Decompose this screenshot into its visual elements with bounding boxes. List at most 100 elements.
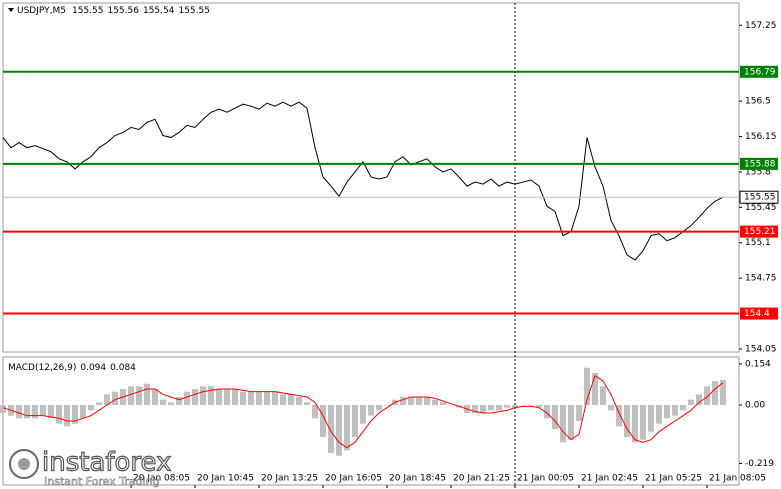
histogram-bar: [288, 394, 294, 405]
histogram-bar: [672, 405, 678, 416]
histogram-bar: [600, 386, 606, 405]
open: 155.55: [72, 6, 104, 16]
histogram-bar: [384, 405, 390, 406]
level-label: 154.4: [744, 309, 770, 319]
histogram-bar: [24, 405, 30, 419]
histogram-bar: [536, 405, 542, 408]
last-price-box: [739, 190, 779, 204]
histogram-bar: [592, 373, 598, 405]
histogram-bar: [416, 397, 422, 405]
level-label-box: [740, 307, 778, 320]
y-tick-label: 154.05: [745, 344, 777, 354]
level-label: 155.88: [744, 159, 776, 169]
y-tick-label: 0.154: [745, 359, 771, 369]
histogram-bar: [408, 397, 414, 405]
histogram-bar: [312, 405, 318, 419]
y-tick-label: 155.8: [745, 167, 771, 177]
histogram-bar: [248, 391, 254, 405]
histogram-bar: [104, 394, 110, 405]
histogram-bar: [56, 405, 62, 424]
histogram-bar: [368, 405, 374, 416]
macd-value: 0.094: [80, 363, 106, 373]
histogram-bar: [272, 391, 278, 405]
x-tick-label: 20 Jan 10:45: [197, 474, 254, 484]
histogram-bar: [96, 402, 102, 405]
y-tick-label: 155.1: [745, 238, 771, 248]
histogram-bar: [488, 405, 494, 411]
histogram-bar: [0, 405, 6, 413]
tagline: Instant Forex Trading: [44, 475, 160, 488]
histogram-bar: [528, 405, 534, 406]
price-header: USDJPY,M5 155.55 155.56 155.54 155.55: [17, 6, 210, 16]
histogram-bar: [632, 405, 638, 443]
histogram-bar: [240, 391, 246, 405]
x-tick-label: 20 Jan 16:05: [325, 474, 382, 484]
level-label-box: [740, 65, 778, 78]
x-tick-label: 21 Jan 00:05: [517, 474, 574, 484]
histogram-bar: [160, 399, 166, 405]
histogram-bar: [296, 397, 302, 405]
histogram-bar: [88, 405, 94, 411]
histogram-bar: [432, 399, 438, 405]
x-tick-label: 20 Jan 08:05: [133, 474, 190, 484]
histogram-bar: [376, 405, 382, 411]
x-tick-label: 20 Jan 13:25: [261, 474, 318, 484]
logo-icon-core: [18, 458, 30, 470]
histogram-bar: [224, 389, 230, 405]
histogram-bar: [640, 405, 646, 440]
histogram-bar: [480, 405, 486, 413]
price-line: [2, 101, 724, 261]
histogram-bar: [400, 397, 406, 405]
macd-panel: [2, 356, 740, 486]
level-label: 156.79: [744, 67, 776, 77]
histogram-bar: [664, 405, 670, 419]
histogram-bar: [40, 405, 46, 416]
histogram-bar: [280, 394, 286, 405]
menu-icon: [8, 8, 14, 12]
signal-line: [2, 374, 724, 449]
watermark: instaforex Instant Forex Trading: [9, 447, 172, 488]
histogram-bar: [720, 379, 726, 405]
histogram-bar: [712, 381, 718, 405]
histogram-bar: [144, 383, 150, 405]
histogram-bar: [72, 405, 78, 424]
y-tick-label: 154.75: [745, 274, 777, 284]
histogram-bar: [128, 386, 134, 405]
histogram-bar: [48, 405, 54, 419]
histogram-bar: [328, 405, 334, 453]
histogram-bar: [448, 405, 454, 406]
histogram-bar: [176, 397, 182, 405]
histogram-bar: [336, 405, 342, 456]
level-label-box: [740, 157, 778, 170]
y-tick-label: 155.45: [745, 203, 777, 213]
histogram-bar: [608, 405, 614, 411]
level-label: 155.21: [744, 227, 776, 237]
x-tick-label: 21 Jan 08:05: [709, 474, 766, 484]
signal-value: 0.084: [110, 363, 136, 373]
histogram-bar: [80, 405, 86, 419]
macd-title: MACD(12,26,9): [8, 363, 76, 373]
histogram-bar: [496, 405, 502, 411]
high: 155.56: [107, 6, 139, 16]
histogram-bar: [216, 389, 222, 405]
histogram-bar: [264, 391, 270, 405]
histogram-bar: [16, 405, 22, 419]
histogram-bar: [168, 402, 174, 405]
histogram-bar: [320, 405, 326, 437]
close: 155.55: [178, 6, 210, 16]
histogram-bar: [520, 405, 526, 406]
y-tick-label: 0.00: [745, 401, 765, 411]
y-tick-label: -0.219: [745, 459, 774, 469]
histogram-bar: [656, 405, 662, 424]
histogram-bar: [32, 405, 38, 419]
low: 155.54: [143, 6, 175, 16]
histogram-bar: [424, 397, 430, 405]
level-label-box: [740, 225, 778, 238]
histogram-bar: [256, 391, 262, 405]
y-tick-label: 156.5: [745, 97, 771, 107]
histogram-bar: [64, 405, 70, 427]
x-tick-label: 21 Jan 02:45: [581, 474, 638, 484]
x-tick-label: 20 Jan 21:25: [453, 474, 510, 484]
histogram-bar: [472, 405, 478, 413]
